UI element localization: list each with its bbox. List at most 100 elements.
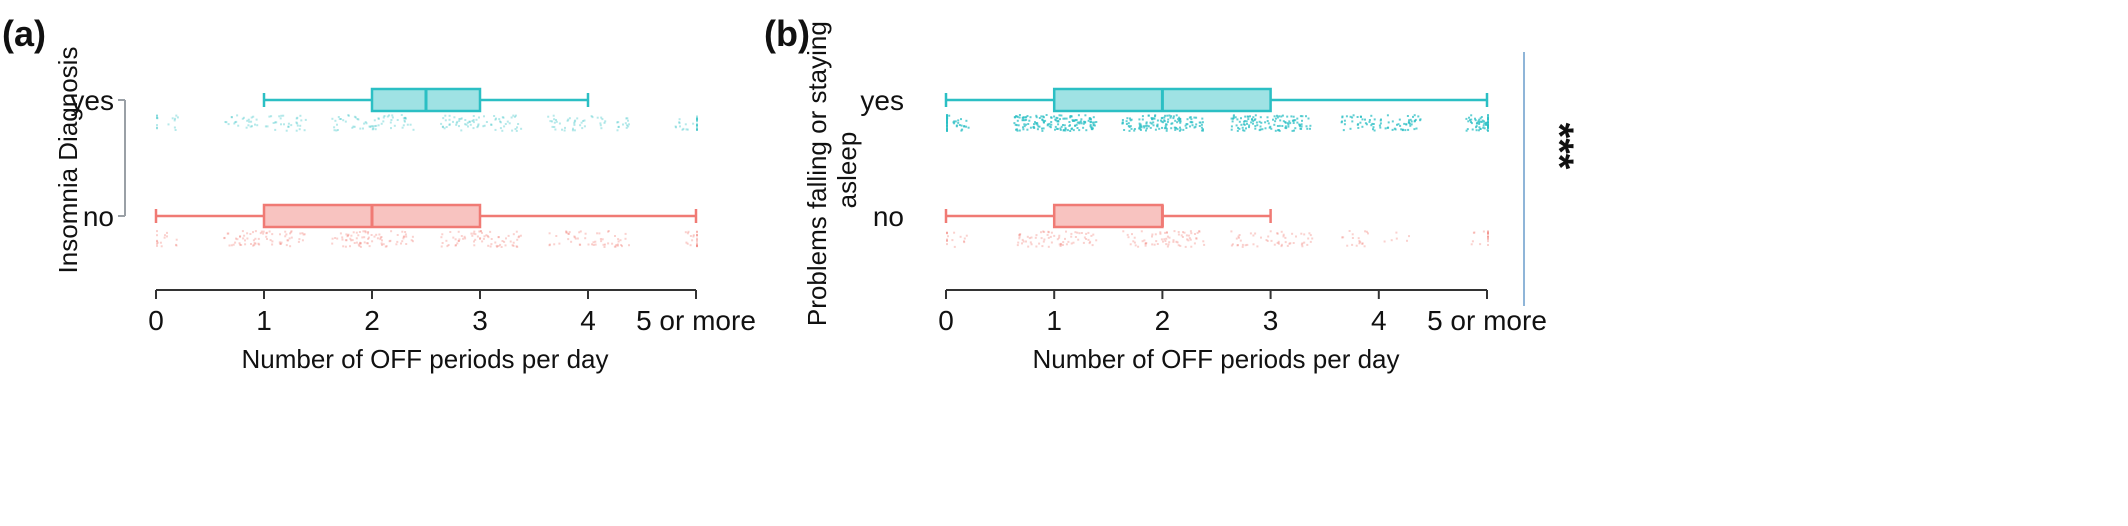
jitter-point-a-no bbox=[507, 234, 510, 237]
jitter-point-a-no bbox=[287, 239, 290, 242]
jitter-point-a-yes bbox=[404, 117, 407, 120]
jitter-point-a-no bbox=[357, 243, 360, 246]
jitter-point-a-no bbox=[446, 245, 449, 248]
jitter-point-a-yes bbox=[517, 123, 520, 125]
jitter-point-a-no bbox=[390, 230, 393, 233]
jitter-point-b-yes bbox=[1141, 115, 1144, 118]
jitter-point-b-yes bbox=[946, 114, 948, 117]
jitter-point-b-yes bbox=[1138, 118, 1141, 121]
jitter-point-b-yes bbox=[1189, 125, 1191, 128]
jitter-point-a-yes bbox=[626, 124, 628, 127]
jitter-point-a-no bbox=[490, 243, 493, 246]
jitter-point-b-no bbox=[1252, 243, 1255, 246]
jitter-point-a-no bbox=[607, 230, 610, 233]
jitter-point-b-yes bbox=[1018, 116, 1021, 119]
jitter-point-b-yes bbox=[1166, 120, 1169, 123]
jitter-point-a-yes bbox=[464, 123, 467, 126]
jitter-point-a-no bbox=[250, 243, 252, 245]
jitter-point-b-yes bbox=[1254, 127, 1257, 130]
jitter-point-a-no bbox=[345, 239, 348, 242]
jitter-point-a-no bbox=[156, 240, 158, 243]
jitter-point-a-yes bbox=[347, 114, 350, 117]
jitter-point-a-yes bbox=[174, 129, 177, 131]
jitter-point-a-no bbox=[460, 235, 463, 237]
jitter-point-a-no bbox=[447, 244, 450, 246]
jitter-point-a-yes bbox=[696, 124, 698, 126]
jitter-point-a-no bbox=[299, 232, 302, 235]
jitter-point-b-yes bbox=[1478, 122, 1481, 125]
jitter-point-b-yes bbox=[1299, 127, 1302, 130]
jitter-point-b-yes bbox=[1412, 115, 1414, 118]
jitter-point-a-yes bbox=[696, 117, 698, 120]
jitter-point-b-no bbox=[1082, 241, 1085, 244]
jitter-point-b-yes bbox=[1237, 126, 1240, 129]
jitter-point-a-no bbox=[156, 230, 158, 233]
jitter-point-b-yes bbox=[1479, 117, 1482, 120]
jitter-point-a-no bbox=[696, 244, 698, 247]
jitter-point-b-yes bbox=[1023, 119, 1026, 122]
jitter-point-b-yes bbox=[1056, 117, 1059, 120]
jitter-point-a-no bbox=[617, 238, 620, 241]
jitter-point-b-yes bbox=[1282, 120, 1285, 123]
jitter-point-a-yes bbox=[674, 125, 677, 128]
jitter-point-b-yes bbox=[1127, 125, 1130, 127]
jitter-point-b-no bbox=[1282, 233, 1285, 236]
jitter-point-b-yes bbox=[1139, 123, 1142, 126]
jitter-point-b-yes bbox=[1177, 118, 1180, 121]
jitter-point-b-yes bbox=[1240, 117, 1242, 120]
jitter-point-b-yes bbox=[1152, 121, 1155, 124]
jitter-point-b-no bbox=[1047, 245, 1050, 248]
category-label-no-a: no bbox=[83, 201, 114, 232]
jitter-point-a-no bbox=[357, 234, 360, 237]
jitter-point-b-no bbox=[1282, 235, 1285, 238]
jitter-point-b-no bbox=[1269, 230, 1272, 233]
jitter-point-a-no bbox=[258, 243, 261, 246]
jitter-point-a-yes bbox=[516, 126, 518, 129]
jitter-point-a-yes bbox=[448, 118, 451, 121]
jitter-point-b-yes bbox=[965, 119, 968, 122]
jitter-point-a-yes bbox=[551, 125, 554, 128]
jitter-point-b-yes bbox=[1236, 129, 1239, 132]
jitter-point-b-no bbox=[1473, 231, 1476, 234]
jitter-point-b-yes bbox=[1400, 128, 1403, 131]
jitter-point-b-no bbox=[1151, 233, 1154, 236]
jitter-point-a-yes bbox=[156, 116, 158, 119]
jitter-point-a-yes bbox=[283, 123, 285, 126]
jitter-point-b-yes bbox=[1278, 124, 1281, 127]
jitter-point-a-no bbox=[385, 245, 388, 248]
jitter-point-a-yes bbox=[224, 121, 227, 123]
jitter-point-b-yes bbox=[1287, 123, 1290, 126]
jitter-point-a-no bbox=[565, 231, 568, 234]
jitter-point-b-yes bbox=[1486, 129, 1489, 131]
jitter-point-a-no bbox=[497, 245, 500, 247]
jitter-point-a-yes bbox=[684, 123, 687, 126]
jitter-point-a-no bbox=[592, 244, 595, 246]
jitter-point-b-yes bbox=[1236, 118, 1239, 121]
jitter-point-b-no bbox=[1239, 239, 1242, 242]
jitter-point-b-no bbox=[1277, 240, 1280, 243]
jitter-point-a-yes bbox=[696, 116, 698, 119]
jitter-point-b-no bbox=[1060, 243, 1063, 246]
jitter-point-b-yes bbox=[1062, 129, 1065, 132]
jitter-point-a-no bbox=[265, 231, 268, 234]
jitter-point-b-yes bbox=[1276, 116, 1279, 119]
jitter-point-b-yes bbox=[1372, 128, 1374, 131]
jitter-point-a-yes bbox=[441, 126, 444, 129]
jitter-point-b-yes bbox=[946, 127, 948, 130]
jitter-point-b-yes bbox=[1065, 117, 1068, 120]
jitter-point-a-no bbox=[624, 232, 627, 235]
jitter-point-b-no bbox=[1181, 236, 1184, 238]
jitter-point-b-yes bbox=[965, 125, 968, 128]
jitter-point-a-no bbox=[457, 240, 460, 242]
jitter-point-b-no bbox=[1186, 238, 1189, 241]
jitter-point-b-yes bbox=[1154, 128, 1157, 131]
jitter-point-a-yes bbox=[386, 115, 389, 118]
jitter-point-a-no bbox=[576, 237, 579, 240]
jitter-point-a-yes bbox=[472, 115, 475, 117]
jitter-point-b-no bbox=[1166, 245, 1169, 248]
jitter-point-b-no bbox=[1047, 236, 1050, 239]
jitter-point-a-yes bbox=[514, 114, 517, 117]
jitter-point-a-yes bbox=[685, 128, 688, 131]
jitter-point-a-no bbox=[596, 232, 599, 235]
jitter-point-a-yes bbox=[567, 118, 570, 121]
